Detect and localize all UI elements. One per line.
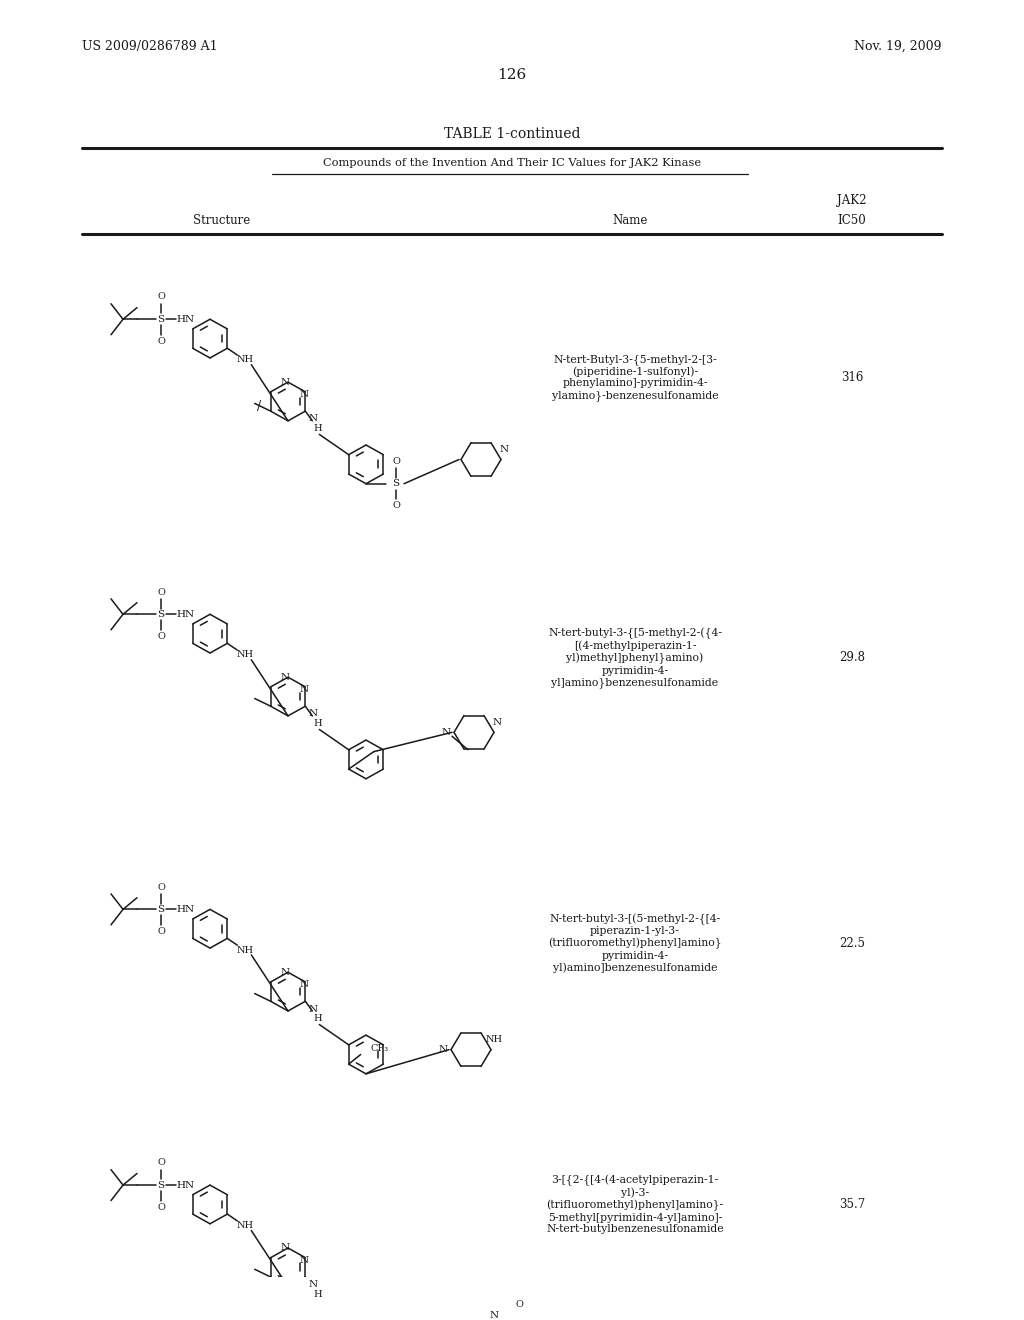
Text: N: N <box>300 981 309 989</box>
Text: HN: HN <box>177 610 195 619</box>
Text: O: O <box>392 502 400 511</box>
Text: Structure: Structure <box>194 214 251 227</box>
Text: Compounds of the Invention And Their IC Values for JAK2 Kinase: Compounds of the Invention And Their IC … <box>323 158 701 169</box>
Text: O: O <box>157 883 165 891</box>
Text: /: / <box>257 400 261 413</box>
Text: 3-[{2-{[4-(4-acetylpiperazin-1-
yl)-3-
(trifluoromethyl)phenyl]amino}-
5-methyl[: 3-[{2-{[4-(4-acetylpiperazin-1- yl)-3- (… <box>546 1175 724 1234</box>
Text: NH: NH <box>237 1221 254 1230</box>
Text: 35.7: 35.7 <box>839 1199 865 1210</box>
Text: N: N <box>309 709 317 718</box>
Text: O: O <box>157 927 165 936</box>
Text: Nov. 19, 2009: Nov. 19, 2009 <box>854 40 942 53</box>
Text: N: N <box>309 414 317 424</box>
Text: O: O <box>157 1159 165 1167</box>
Text: O: O <box>157 1203 165 1212</box>
Text: IC50: IC50 <box>838 214 866 227</box>
Text: S: S <box>158 610 165 619</box>
Text: N: N <box>309 1280 317 1290</box>
Text: H: H <box>313 719 322 729</box>
Text: N: N <box>300 1257 309 1265</box>
Text: N: N <box>281 673 290 681</box>
Text: JAK2: JAK2 <box>838 194 866 207</box>
Text: 126: 126 <box>498 69 526 82</box>
Text: S: S <box>392 479 399 488</box>
Text: N: N <box>309 1005 317 1014</box>
Text: NH: NH <box>485 1035 503 1044</box>
Text: N: N <box>281 968 290 977</box>
Text: O: O <box>157 587 165 597</box>
Text: N-tert-Butyl-3-{5-methyl-2-[3-
(piperidine-1-sulfonyl)-
phenylamino]-pyrimidin-4: N-tert-Butyl-3-{5-methyl-2-[3- (piperidi… <box>552 354 718 401</box>
Text: O: O <box>157 632 165 642</box>
Text: S: S <box>158 906 165 913</box>
Text: N: N <box>493 718 502 727</box>
Text: HN: HN <box>177 1180 195 1189</box>
Text: N: N <box>489 1311 499 1320</box>
Text: H: H <box>313 1014 322 1023</box>
Text: NH: NH <box>237 945 254 954</box>
Text: N: N <box>300 685 309 694</box>
Text: HN: HN <box>177 314 195 323</box>
Text: HN: HN <box>177 906 195 913</box>
Text: Name: Name <box>612 214 648 227</box>
Text: S: S <box>158 1180 165 1189</box>
Text: N: N <box>438 1045 447 1055</box>
Text: N: N <box>281 1243 290 1253</box>
Text: N-tert-butyl-3-[(5-methyl-2-{[4-
piperazin-1-yl-3-
(trifluoromethyl)phenyl]amino: N-tert-butyl-3-[(5-methyl-2-{[4- piperaz… <box>548 913 722 973</box>
Text: 22.5: 22.5 <box>839 937 865 949</box>
Text: N: N <box>441 727 451 737</box>
Text: N: N <box>281 378 290 387</box>
Text: US 2009/0286789 A1: US 2009/0286789 A1 <box>82 40 218 53</box>
Text: CF₃: CF₃ <box>371 1044 389 1053</box>
Text: N-tert-butyl-3-{[5-methyl-2-({4-
[(4-methylpiperazin-1-
yl)methyl]phenyl}amino)
: N-tert-butyl-3-{[5-methyl-2-({4- [(4-met… <box>548 627 722 688</box>
Text: H: H <box>313 1290 322 1299</box>
Text: N: N <box>300 391 309 399</box>
Text: O: O <box>392 457 400 466</box>
Text: 316: 316 <box>841 371 863 384</box>
Text: N: N <box>500 445 509 454</box>
Text: TABLE 1-continued: TABLE 1-continued <box>443 127 581 140</box>
Text: NH: NH <box>237 355 254 364</box>
Text: O: O <box>157 337 165 346</box>
Text: O: O <box>157 293 165 301</box>
Text: H: H <box>313 424 322 433</box>
Text: O: O <box>515 1300 523 1308</box>
Text: 29.8: 29.8 <box>839 651 865 664</box>
Text: S: S <box>158 314 165 323</box>
Text: NH: NH <box>237 651 254 660</box>
